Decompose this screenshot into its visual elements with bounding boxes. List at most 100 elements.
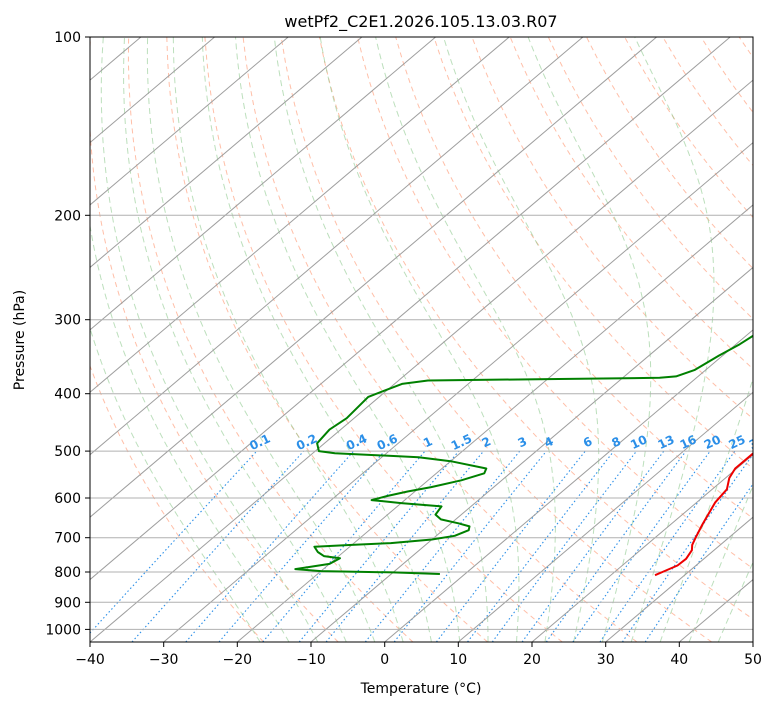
moist-adiabat-line xyxy=(375,37,556,642)
dry-adiabat-line xyxy=(318,37,753,620)
mixing-ratio-line xyxy=(599,450,736,642)
isotherm-line xyxy=(90,37,215,144)
y-tick-label: 100 xyxy=(54,30,81,46)
x-tick-label: −20 xyxy=(223,652,253,668)
mixing-ratio-line xyxy=(521,450,665,642)
isotherm-line xyxy=(90,37,731,581)
mixing-ratio-line xyxy=(325,450,485,642)
moist-adiabat-line xyxy=(717,561,753,642)
grid-layer xyxy=(0,37,753,642)
dry-adiabat-line xyxy=(242,37,638,642)
temperature-profile-line xyxy=(654,452,753,577)
isotherm-line xyxy=(90,37,657,518)
isotherm-line xyxy=(752,641,753,642)
isotherm-line xyxy=(236,204,753,642)
moist-adiabat-line xyxy=(659,377,753,642)
dry-adiabat-line xyxy=(471,37,753,420)
mixing-ratio-line xyxy=(131,450,305,642)
y-tick-label: 800 xyxy=(54,565,81,581)
isotherm-line xyxy=(310,266,753,642)
x-tick-label: 50 xyxy=(744,652,762,668)
x-tick-label: 0 xyxy=(380,652,389,668)
isotherm-line xyxy=(163,141,753,642)
isotherm-line xyxy=(90,37,510,393)
x-tick-label: −30 xyxy=(149,652,179,668)
moist-adiabat-line xyxy=(100,37,319,642)
mixing-ratio-line xyxy=(393,450,547,642)
isotherm-line xyxy=(0,37,67,642)
y-tick-label: 200 xyxy=(54,208,81,224)
moist-adiabat-line xyxy=(146,37,376,642)
moist-adiabat-line xyxy=(319,37,520,642)
dry-adiabat-line xyxy=(509,37,753,370)
moist-adiabat-line xyxy=(527,37,652,642)
mixing-ratio-label: 16 xyxy=(678,432,699,452)
mixing-ratio-label: 25 xyxy=(726,432,747,452)
moist-adiabat-line xyxy=(172,37,404,642)
mixing-ratio-line xyxy=(644,483,753,642)
isotherm-line xyxy=(531,454,753,642)
isotherm-line xyxy=(384,329,753,642)
isotherm-line xyxy=(90,37,289,206)
moist-adiabat-line xyxy=(273,37,489,642)
y-tick-label: 900 xyxy=(54,595,81,611)
mixing-ratio-line xyxy=(572,450,711,642)
isotherm-line xyxy=(90,37,584,456)
moist-adiabat-line xyxy=(630,37,715,642)
mixing-ratio-line xyxy=(364,450,521,642)
mixing-ratio-label: 10 xyxy=(628,432,649,452)
x-tick-label: −10 xyxy=(296,652,326,668)
isotherm-line xyxy=(90,79,753,642)
mixing-ratio-line xyxy=(621,453,753,642)
y-tick-label: 700 xyxy=(54,531,81,547)
moist-adiabat-label: 0 xyxy=(758,455,774,471)
y-tick-label: 300 xyxy=(54,313,81,329)
mixing-ratio-label: 13 xyxy=(656,432,677,452)
mixing-ratio-line xyxy=(467,450,615,642)
moist-adiabat-label: 30 xyxy=(754,547,775,569)
mixing-ratio-line xyxy=(545,450,687,642)
x-axis-label: Temperature (°C) xyxy=(360,681,482,697)
moist-adiabat-line xyxy=(443,37,600,642)
dry-adiabat-line xyxy=(433,37,753,470)
isotherm-line xyxy=(90,37,363,269)
mixing-ratio-line xyxy=(262,450,426,642)
mixing-ratio-label: 30 xyxy=(747,432,768,452)
mixing-ratio-label: 20 xyxy=(702,432,723,452)
x-tick-label: −40 xyxy=(75,652,105,668)
x-tick-label: 40 xyxy=(670,652,688,668)
isotherm-line xyxy=(605,516,753,642)
x-tick-label: 20 xyxy=(523,652,541,668)
dry-adiabat-line xyxy=(90,37,339,642)
mixing-ratio-line xyxy=(90,450,258,634)
y-tick-label: 1000 xyxy=(45,622,81,638)
y-tick-label: 400 xyxy=(54,387,81,403)
moist-adiabat-label: 20 xyxy=(751,518,773,540)
x-tick-label: 10 xyxy=(449,652,467,668)
isotherm-line xyxy=(457,391,753,642)
moist-adiabat-line xyxy=(90,223,290,642)
moist-adiabat-line xyxy=(201,37,432,642)
dry-adiabat-line xyxy=(357,37,753,570)
moist-adiabat-line xyxy=(688,484,753,642)
y-tick-label: 500 xyxy=(54,444,81,460)
mixing-ratio-line xyxy=(185,450,355,642)
y-axis-label: Pressure (hPa) xyxy=(12,290,28,390)
x-tick-label: 30 xyxy=(597,652,615,668)
moist-adiabat-label: 10 xyxy=(759,486,775,508)
isotherm-line xyxy=(90,37,436,331)
dry-adiabat-line xyxy=(166,37,488,642)
mixing-ratio-label: 36 xyxy=(768,432,775,452)
plot-frame xyxy=(89,36,754,643)
dry-adiabat-line xyxy=(280,37,712,642)
dry-adiabat-line xyxy=(90,364,264,642)
series-layer xyxy=(294,334,753,577)
y-tick-label: 600 xyxy=(54,491,81,507)
chart-title: wetPf2_C2E1.2026.105.13.03.R07 xyxy=(284,12,557,32)
moist-adiabat-line xyxy=(235,37,461,642)
dewpoint-profile-line xyxy=(294,334,753,575)
dry-adiabat-line xyxy=(395,37,753,520)
axis-layer: −40 −30 −20 −10 0 10 20 30 40 50 100 200 300 400 500 60… xyxy=(45,30,762,668)
moist-adiabat-line xyxy=(90,326,261,642)
